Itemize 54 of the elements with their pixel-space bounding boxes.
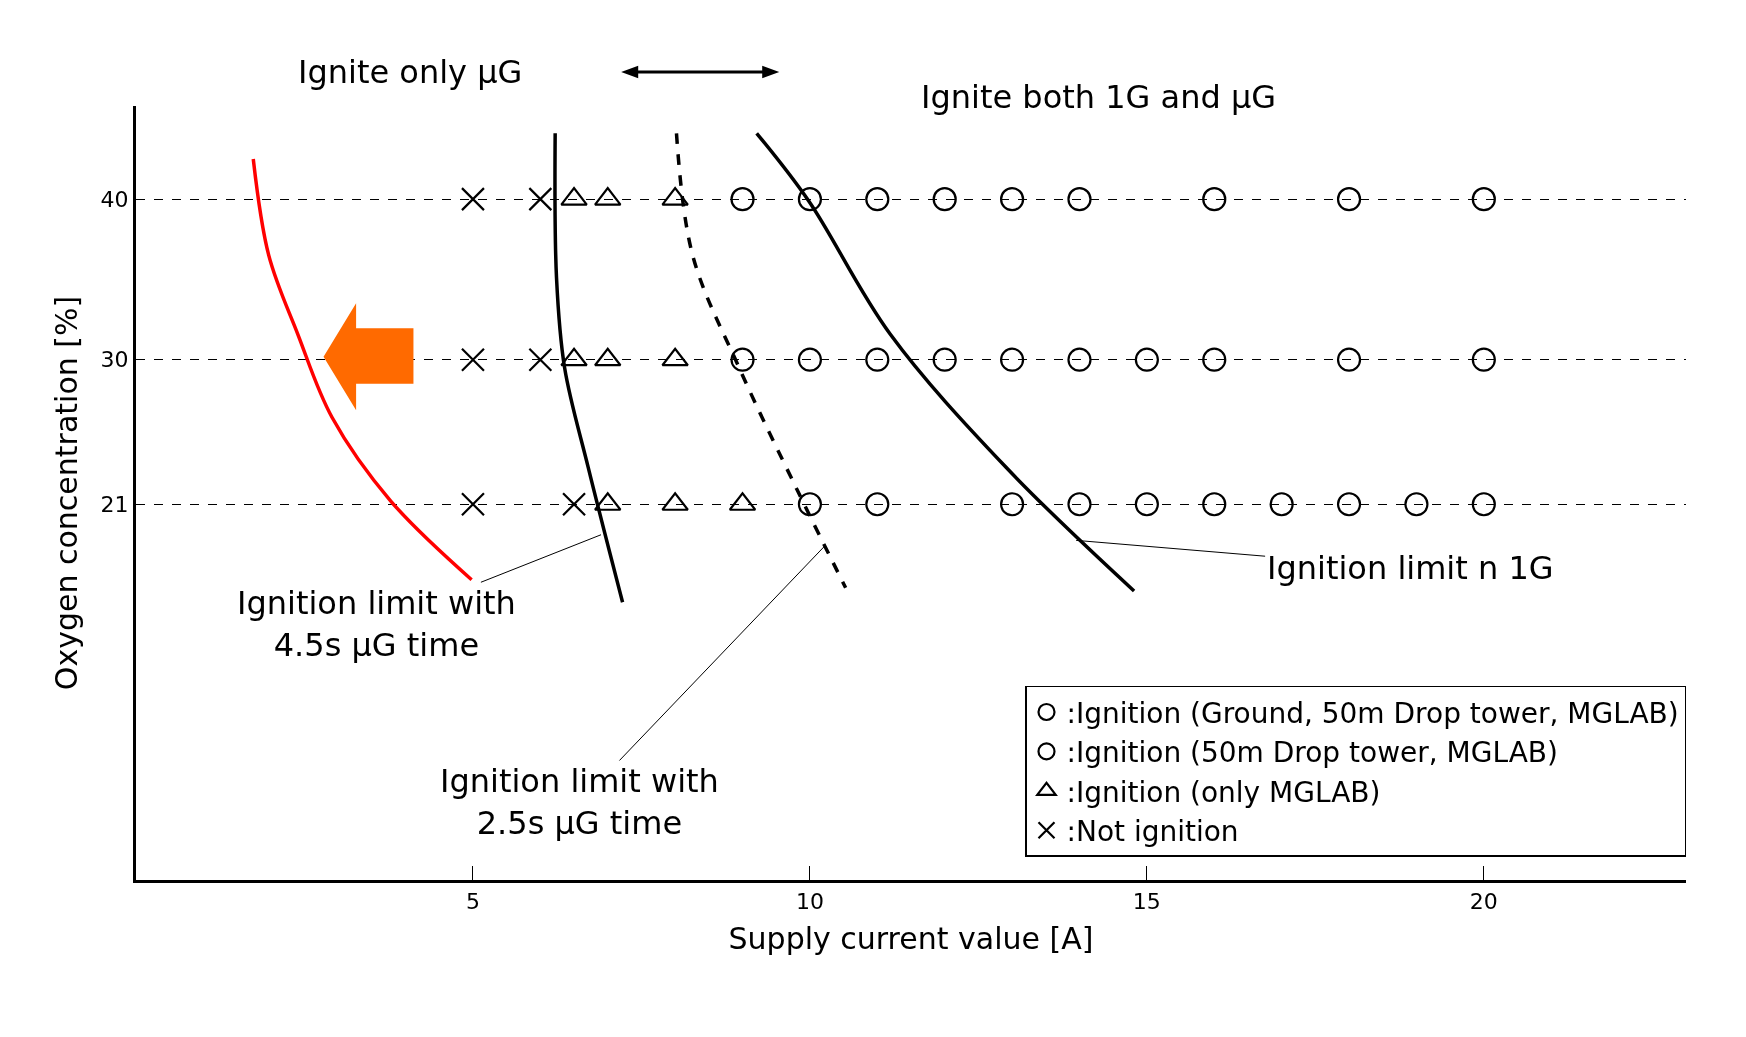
point (797, 187, 823, 212)
x-tick-label: 15 (1132, 889, 1161, 915)
annotation: Ignition limit with 2.5s μG time (440, 762, 719, 842)
point (1000, 187, 1025, 212)
annotation: Ignition limit n 1G (1267, 549, 1554, 587)
point (1000, 492, 1025, 517)
x-axis-title: Supply current value [A] (728, 920, 1094, 956)
point (1134, 492, 1159, 517)
point (932, 187, 957, 212)
point (1336, 492, 1362, 517)
annotation: Ignition limit with 4.5s μG time (237, 584, 516, 664)
point (865, 347, 890, 372)
legend-label: :Ignition (only MGLAB) (1066, 775, 1381, 809)
y-axis-title: Oxygen concentration [%] (48, 295, 84, 691)
point (1471, 492, 1496, 517)
point (460, 492, 486, 517)
point (1067, 492, 1092, 517)
point (1202, 492, 1227, 517)
point (1067, 187, 1092, 212)
y-tick-label: 40 (100, 186, 129, 212)
point (460, 347, 486, 372)
x-tick-label: 20 (1469, 889, 1498, 915)
point (865, 187, 890, 212)
point (1336, 187, 1362, 212)
point (528, 187, 553, 212)
x-tick-label: 10 (795, 889, 824, 915)
point (1067, 347, 1092, 372)
point (932, 347, 957, 372)
point (730, 347, 755, 372)
point (1471, 347, 1496, 372)
legend-label: :Not ignition (1066, 815, 1239, 849)
line-series (251, 157, 474, 582)
point (460, 187, 486, 212)
text: Ignite only μG (298, 53, 523, 91)
point (797, 347, 823, 372)
y-tick-label: 30 (100, 347, 129, 373)
point (1202, 347, 1227, 372)
point (1134, 347, 1159, 372)
x-tick-label: 5 (465, 889, 480, 915)
point (1404, 492, 1429, 517)
legend-label: :Ignition (Ground, 50m Drop tower, MGLAB) (1066, 696, 1679, 730)
point (797, 492, 823, 517)
point (528, 347, 553, 372)
point (1000, 347, 1025, 372)
legend-label: :Ignition (50m Drop tower, MGLAB) (1066, 736, 1558, 770)
y-tick-label: 21 (100, 491, 129, 517)
point (561, 492, 587, 517)
annotation: Ignite both 1G and μG (921, 78, 1277, 116)
point (1471, 187, 1496, 212)
point (1336, 347, 1362, 372)
point (865, 492, 890, 517)
point (730, 187, 755, 212)
point (1269, 492, 1294, 517)
point (1202, 187, 1227, 212)
